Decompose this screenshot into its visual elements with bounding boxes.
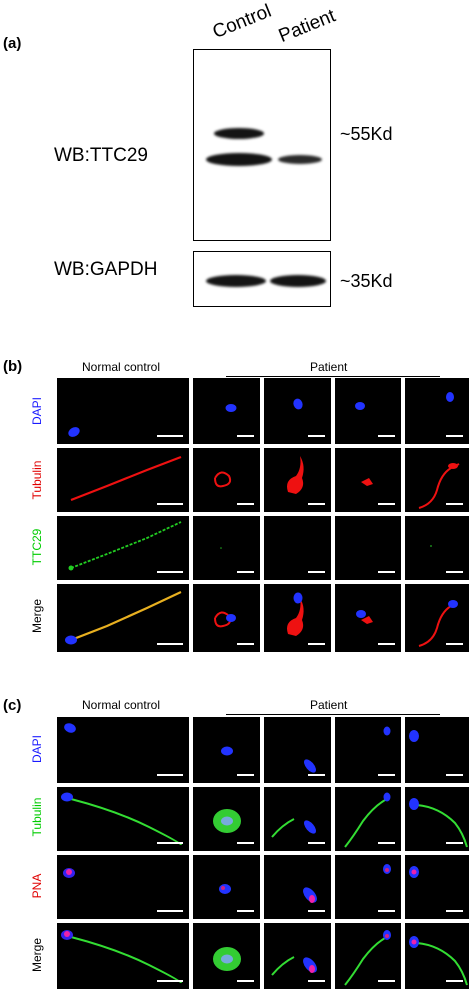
wb-gapdh-label: WB:GAPDH (54, 259, 158, 280)
panel-c-patient-title: Patient (310, 698, 348, 712)
micrograph-c-merge-patient-2 (264, 923, 331, 989)
panel-b-normal-control-title: Normal control (82, 360, 161, 374)
micrograph-b-merge-patient-4 (405, 584, 469, 652)
wb-ttc29-label: WB:TTC29 (54, 145, 148, 166)
micrograph-b-ttc29-patient-1 (193, 516, 260, 580)
ttc29-lower-band-patient (278, 155, 322, 164)
panel-a-label: (a) (3, 35, 22, 52)
panel-c-row-label-merge: Merge (30, 938, 44, 973)
micrograph-b-dapi-patient-1 (193, 378, 260, 444)
micrograph-b-dapi-patient-3 (335, 378, 401, 444)
micrograph-b-merge-patient-3 (335, 584, 401, 652)
lane-label-patient: Patient (275, 5, 339, 48)
micrograph-c-dapi-control (57, 717, 189, 783)
micrograph-b-dapi-patient-4 (405, 378, 469, 444)
micrograph-c-pna-patient-3 (335, 855, 401, 919)
micrograph-c-dapi-patient-3 (335, 717, 401, 783)
ttc29-upper-band-control (214, 128, 264, 139)
micrograph-b-tubulin-patient-2 (264, 448, 331, 512)
micrograph-c-merge-patient-4 (405, 923, 469, 989)
panel-c-row-label-pna: PNA (30, 873, 44, 899)
micrograph-b-tubulin-patient-1 (193, 448, 260, 512)
panel-b-patient-bracket (226, 376, 440, 377)
micrograph-c-merge-control (57, 923, 189, 989)
kd-55-label: ~55Kd (340, 124, 393, 144)
micrograph-c-pna-patient-1 (193, 855, 260, 919)
micrograph-c-merge-patient-1 (193, 923, 260, 989)
panel-b-patient-title: Patient (310, 360, 348, 374)
panel-c-patient-bracket (226, 714, 440, 715)
micrograph-b-dapi-patient-2 (264, 378, 331, 444)
micrograph-c-tubulin-control (57, 787, 189, 851)
panel-b-row-label-ttc29: TTC29 (30, 528, 44, 566)
panel-b-row-label-dapi: DAPI (30, 397, 44, 426)
lane-label-control: Control (209, 0, 275, 44)
micrograph-b-merge-patient-1 (193, 584, 260, 652)
gapdh-band-patient (270, 275, 326, 287)
micrograph-b-merge-control (57, 584, 189, 652)
ttc29-lower-band-control (206, 153, 272, 166)
micrograph-c-tubulin-patient-1 (193, 787, 260, 851)
micrograph-c-dapi-patient-1 (193, 717, 260, 783)
gapdh-blot (193, 251, 331, 307)
panel-b-row-label-merge: Merge (30, 599, 44, 634)
panel-c-label: (c) (3, 697, 22, 714)
gapdh-band-control (206, 275, 266, 287)
micrograph-c-pna-patient-2 (264, 855, 331, 919)
micrograph-c-tubulin-patient-2 (264, 787, 331, 851)
panel-b-label: (b) (3, 358, 23, 375)
panel-c-row-label-tubulin: Tubulin (30, 797, 44, 837)
micrograph-b-tubulin-control (57, 448, 189, 512)
micrograph-c-tubulin-patient-3 (335, 787, 401, 851)
micrograph-b-tubulin-patient-4 (405, 448, 469, 512)
micrograph-c-tubulin-patient-4 (405, 787, 469, 851)
micrograph-c-merge-patient-3 (335, 923, 401, 989)
micrograph-b-tubulin-patient-3 (335, 448, 401, 512)
kd-35-label: ~35Kd (340, 271, 393, 291)
panel-c-normal-control-title: Normal control (82, 698, 161, 712)
micrograph-b-dapi-control (57, 378, 189, 444)
micrograph-c-dapi-patient-2 (264, 717, 331, 783)
micrograph-b-ttc29-control (57, 516, 189, 580)
micrograph-c-dapi-patient-4 (405, 717, 469, 783)
micrograph-c-pna-patient-4 (405, 855, 469, 919)
micrograph-b-ttc29-patient-3 (335, 516, 401, 580)
micrograph-b-ttc29-patient-4 (405, 516, 469, 580)
ttc29-blot (193, 49, 331, 241)
micrograph-b-merge-patient-2 (264, 584, 331, 652)
micrograph-b-ttc29-patient-2 (264, 516, 331, 580)
micrograph-c-pna-control (57, 855, 189, 919)
